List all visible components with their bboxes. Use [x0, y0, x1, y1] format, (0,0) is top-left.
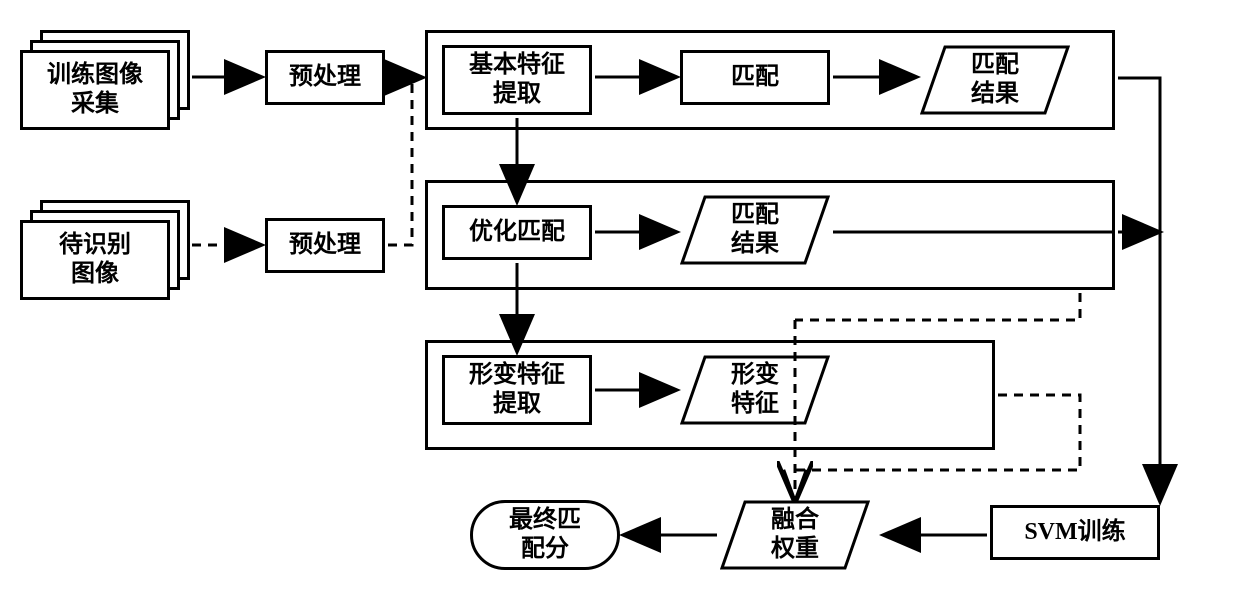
recognize-image-stack: 待识别图像	[20, 200, 190, 300]
fusion-weight: 融合权重	[720, 500, 870, 570]
optimize-match: 优化匹配	[442, 205, 592, 260]
basic-feature: 基本特征提取	[442, 45, 592, 115]
shape-feature-label: 形变特征提取	[469, 361, 565, 419]
fusion-weight-label: 融合权重	[771, 506, 819, 564]
match-result-2: 匹配结果	[680, 195, 830, 265]
match-label: 匹配	[731, 63, 779, 92]
train-image-stack: 训练图像采集	[20, 30, 190, 130]
final-score: 最终匹配分	[470, 500, 620, 570]
match: 匹配	[680, 50, 830, 105]
preprocess-1-label: 预处理	[289, 63, 361, 92]
match-result-1: 匹配结果	[920, 45, 1070, 115]
match-result-2-label: 匹配结果	[731, 201, 779, 259]
match-result-1-label: 匹配结果	[971, 51, 1019, 109]
shape-result: 形变特征	[680, 355, 830, 425]
shape-result-label: 形变特征	[731, 361, 779, 419]
basic-feature-label: 基本特征提取	[469, 51, 565, 109]
shape-feature: 形变特征提取	[442, 355, 592, 425]
svm-train: SVM训练	[990, 505, 1160, 560]
final-score-label: 最终匹配分	[509, 506, 581, 564]
preprocess-2-label: 预处理	[289, 231, 361, 260]
preprocess-2: 预处理	[265, 218, 385, 273]
optimize-match-label: 优化匹配	[469, 218, 565, 247]
train-image-label: 训练图像采集	[47, 61, 143, 119]
svm-train-label: SVM训练	[1024, 518, 1125, 547]
preprocess-1: 预处理	[265, 50, 385, 105]
recognize-image-label: 待识别图像	[59, 231, 131, 289]
